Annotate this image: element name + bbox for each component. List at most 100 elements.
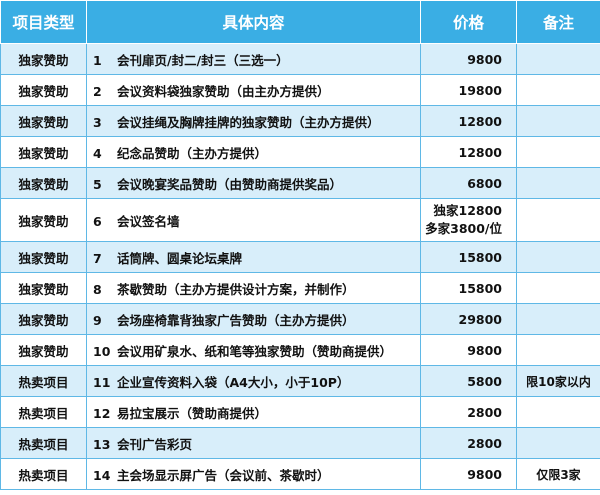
price-cell: 2800 bbox=[420, 396, 517, 428]
content-cell: 6 会议签名墙 bbox=[86, 198, 421, 242]
type-cell: 独家赞助 bbox=[0, 74, 87, 106]
item-number: 4 bbox=[93, 145, 102, 161]
note-cell bbox=[516, 43, 600, 75]
note-cell bbox=[516, 241, 600, 273]
header-type: 项目类型 bbox=[0, 0, 87, 44]
header-note: 备注 bbox=[516, 0, 600, 44]
table-body: 独家赞助 1 会刊扉页/封二/封三（三选一） 9800 独家赞助 2 会议资料袋独家… bbox=[0, 43, 600, 490]
price-cell: 12800 bbox=[420, 136, 517, 168]
table-row: 热卖项目 12 易拉宝展示（赞助商提供） 2800 bbox=[0, 396, 600, 428]
note-cell: 仅限3家 bbox=[516, 458, 600, 490]
item-number: 5 bbox=[93, 176, 102, 192]
note-cell bbox=[516, 74, 600, 106]
content-cell: 12 易拉宝展示（赞助商提供） bbox=[86, 396, 421, 428]
price-cell: 15800 bbox=[420, 272, 517, 304]
price-cell: 5800 bbox=[420, 365, 517, 397]
type-cell: 独家赞助 bbox=[0, 43, 87, 75]
item-content: 会刊扉页/封二/封三（三选一） bbox=[117, 52, 289, 68]
table-row: 独家赞助 6 会议签名墙 独家12800 多家3800/位 bbox=[0, 198, 600, 242]
item-number: 1 bbox=[93, 52, 102, 68]
price-cell: 独家12800 多家3800/位 bbox=[420, 198, 517, 242]
note-cell bbox=[516, 427, 600, 459]
item-number: 2 bbox=[93, 83, 102, 99]
price-multiple: 多家3800/位 bbox=[425, 221, 502, 236]
item-content: 话筒牌、圆桌论坛桌牌 bbox=[117, 250, 243, 266]
content-cell: 2 会议资料袋独家赞助（由主办方提供） bbox=[86, 74, 421, 106]
item-number: 7 bbox=[93, 250, 102, 266]
table-row: 独家赞助 8 茶歇赞助（主办方提供设计方案，并制作） 15800 bbox=[0, 272, 600, 304]
item-content: 会议资料袋独家赞助（由主办方提供） bbox=[117, 83, 330, 99]
note-cell bbox=[516, 334, 600, 366]
header-row: 项目类型 具体内容 价格 备注 bbox=[0, 0, 600, 44]
content-cell: 9 会场座椅靠背独家广告赞助（主办方提供） bbox=[86, 303, 421, 335]
header-content: 具体内容 bbox=[86, 0, 421, 44]
type-cell: 独家赞助 bbox=[0, 105, 87, 137]
type-cell: 热卖项目 bbox=[0, 458, 87, 490]
table-row: 独家赞助 9 会场座椅靠背独家广告赞助（主办方提供） 29800 bbox=[0, 303, 600, 335]
content-cell: 8 茶歇赞助（主办方提供设计方案，并制作） bbox=[86, 272, 421, 304]
note-cell bbox=[516, 167, 600, 199]
item-number: 11 bbox=[93, 374, 111, 390]
table-row: 热卖项目 13 会刊广告彩页 2800 bbox=[0, 427, 600, 459]
table-row: 独家赞助 2 会议资料袋独家赞助（由主办方提供） 19800 bbox=[0, 74, 600, 106]
type-cell: 热卖项目 bbox=[0, 427, 87, 459]
price-exclusive: 独家12800 bbox=[433, 203, 503, 218]
item-number: 12 bbox=[93, 405, 111, 421]
type-cell: 独家赞助 bbox=[0, 136, 87, 168]
table-row: 独家赞助 5 会议晚宴奖品赞助（由赞助商提供奖品） 6800 bbox=[0, 167, 600, 199]
note-cell bbox=[516, 303, 600, 335]
content-cell: 10 会议用矿泉水、纸和笔等独家赞助（赞助商提供） bbox=[86, 334, 421, 366]
item-number: 3 bbox=[93, 114, 102, 130]
item-content: 会刊广告彩页 bbox=[117, 436, 193, 452]
type-cell: 独家赞助 bbox=[0, 303, 87, 335]
note-cell bbox=[516, 272, 600, 304]
item-content: 茶歇赞助（主办方提供设计方案，并制作） bbox=[117, 281, 355, 297]
table-row: 独家赞助 4 纪念品赞助（主办方提供） 12800 bbox=[0, 136, 600, 168]
content-cell: 7 话筒牌、圆桌论坛桌牌 bbox=[86, 241, 421, 273]
price-cell: 6800 bbox=[420, 167, 517, 199]
item-number: 9 bbox=[93, 312, 102, 328]
content-cell: 5 会议晚宴奖品赞助（由赞助商提供奖品） bbox=[86, 167, 421, 199]
table-row: 独家赞助 3 会议挂绳及胸牌挂牌的独家赞助（主办方提供） 12800 bbox=[0, 105, 600, 137]
type-cell: 热卖项目 bbox=[0, 396, 87, 428]
item-number: 10 bbox=[93, 343, 111, 359]
item-content: 企业宣传资料入袋（A4大小，小于10P） bbox=[117, 374, 350, 390]
table-row: 独家赞助 1 会刊扉页/封二/封三（三选一） 9800 bbox=[0, 43, 600, 75]
type-cell: 独家赞助 bbox=[0, 167, 87, 199]
type-cell: 独家赞助 bbox=[0, 241, 87, 273]
item-content: 会议用矿泉水、纸和笔等独家赞助（赞助商提供） bbox=[117, 343, 393, 359]
price-cell: 19800 bbox=[420, 74, 517, 106]
type-cell: 独家赞助 bbox=[0, 198, 87, 242]
item-content: 纪念品赞助（主办方提供） bbox=[117, 145, 268, 161]
type-cell: 独家赞助 bbox=[0, 334, 87, 366]
content-cell: 4 纪念品赞助（主办方提供） bbox=[86, 136, 421, 168]
content-cell: 11 企业宣传资料入袋（A4大小，小于10P） bbox=[86, 365, 421, 397]
note-cell bbox=[516, 396, 600, 428]
note-cell bbox=[516, 198, 600, 242]
price-cell: 9800 bbox=[420, 334, 517, 366]
table-header: 项目类型 具体内容 价格 备注 bbox=[0, 0, 600, 44]
price-cell: 9800 bbox=[420, 458, 517, 490]
table-row: 独家赞助 10 会议用矿泉水、纸和笔等独家赞助（赞助商提供） 9800 bbox=[0, 334, 600, 366]
note-cell bbox=[516, 105, 600, 137]
price-cell: 2800 bbox=[420, 427, 517, 459]
type-cell: 独家赞助 bbox=[0, 272, 87, 304]
item-content: 会议挂绳及胸牌挂牌的独家赞助（主办方提供） bbox=[117, 114, 380, 130]
content-cell: 3 会议挂绳及胸牌挂牌的独家赞助（主办方提供） bbox=[86, 105, 421, 137]
item-content: 易拉宝展示（赞助商提供） bbox=[117, 405, 268, 421]
price-cell: 29800 bbox=[420, 303, 517, 335]
note-cell bbox=[516, 136, 600, 168]
item-content: 会议晚宴奖品赞助（由赞助商提供奖品） bbox=[117, 176, 343, 192]
content-cell: 1 会刊扉页/封二/封三（三选一） bbox=[86, 43, 421, 75]
price-cell: 9800 bbox=[420, 43, 517, 75]
content-cell: 13 会刊广告彩页 bbox=[86, 427, 421, 459]
note-cell: 限10家以内 bbox=[516, 365, 600, 397]
table-row: 热卖项目 14 主会场显示屏广告（会议前、茶歇时） 9800 仅限3家 bbox=[0, 458, 600, 490]
type-cell: 热卖项目 bbox=[0, 365, 87, 397]
content-cell: 14 主会场显示屏广告（会议前、茶歇时） bbox=[86, 458, 421, 490]
item-number: 13 bbox=[93, 436, 111, 452]
price-cell: 15800 bbox=[420, 241, 517, 273]
item-number: 6 bbox=[93, 213, 102, 229]
item-number: 8 bbox=[93, 281, 102, 297]
